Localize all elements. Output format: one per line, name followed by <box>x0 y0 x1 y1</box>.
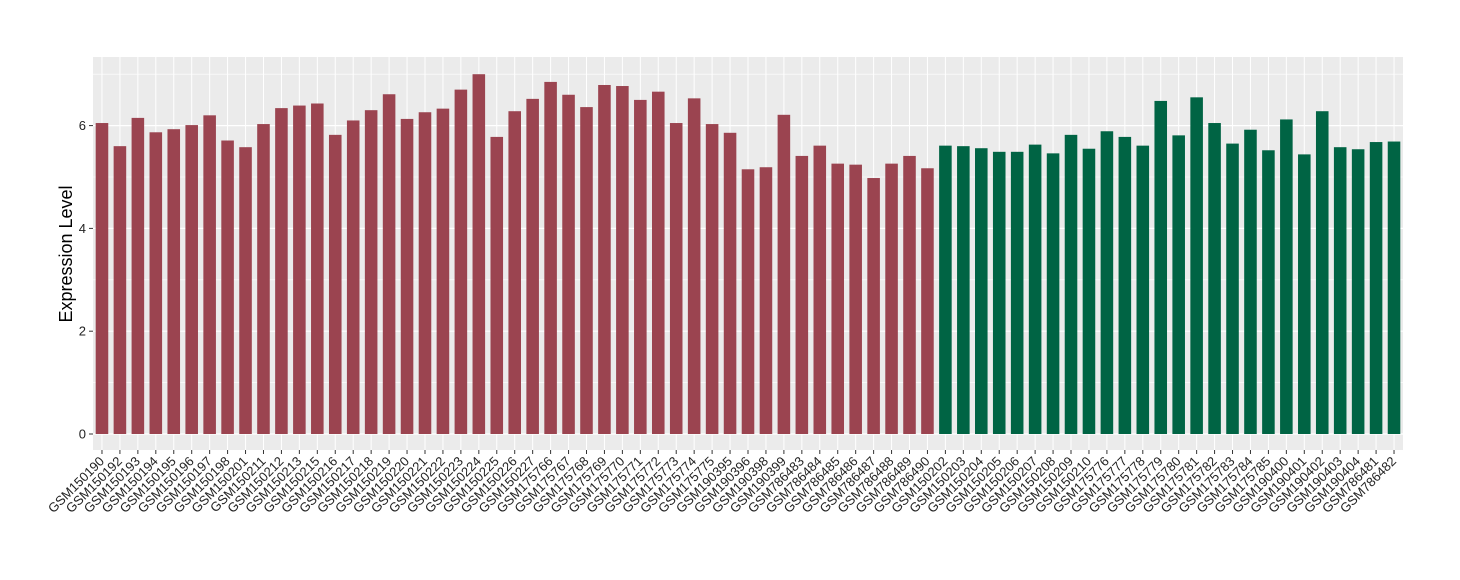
bar-GSM190399 <box>777 114 791 434</box>
bar-GSM175767 <box>562 94 575 434</box>
bar-GSM786484 <box>813 145 827 434</box>
bar-GSM175783 <box>1226 143 1239 434</box>
bar-GSM175782 <box>1208 123 1221 434</box>
bar-GSM150190 <box>95 123 109 434</box>
bar-GSM150204 <box>975 148 988 434</box>
y-tick-label: 2 <box>79 324 86 339</box>
y-axis-label: Expression Level <box>56 185 76 322</box>
bar-GSM150194 <box>149 132 163 435</box>
bar-GSM175779 <box>1154 100 1168 434</box>
bar-GSM150207 <box>1028 144 1042 435</box>
bar-GSM150192 <box>113 146 127 434</box>
bar-GSM786485 <box>831 163 845 435</box>
bar-GSM190403 <box>1333 147 1347 435</box>
bar-GSM150210 <box>1082 148 1096 435</box>
bar-GSM175772 <box>651 91 665 435</box>
bar-GSM150213 <box>293 105 306 434</box>
bar-GSM175768 <box>580 107 593 434</box>
bar-GSM150205 <box>992 151 1006 434</box>
y-axis: 0 2 4 6 <box>79 118 93 442</box>
bar-GSM150209 <box>1064 134 1078 435</box>
bar-GSM786482 <box>1387 141 1401 434</box>
bar-GSM190395 <box>723 132 737 434</box>
bar-GSM150206 <box>1010 151 1024 434</box>
bar-GSM175775 <box>705 124 719 435</box>
bar-GSM786488 <box>885 163 898 435</box>
bar-GSM150202 <box>939 145 952 434</box>
bar-GSM150220 <box>400 118 414 434</box>
bar-GSM150203 <box>957 146 970 434</box>
y-tick-label: 6 <box>79 118 86 133</box>
bar-GSM150216 <box>328 134 342 435</box>
bar-GSM786481 <box>1369 142 1383 434</box>
bar-GSM175776 <box>1100 131 1114 434</box>
bar-GSM190401 <box>1298 154 1311 434</box>
bar-GSM150211 <box>257 124 270 435</box>
bars <box>95 74 1401 435</box>
bar-GSM175766 <box>544 81 557 434</box>
bar-GSM150226 <box>508 111 521 434</box>
bar-GSM786489 <box>903 155 916 434</box>
bar-GSM175777 <box>1118 136 1132 434</box>
bar-GSM175774 <box>687 98 701 434</box>
bar-GSM175778 <box>1136 145 1150 434</box>
bar-GSM150208 <box>1046 153 1060 434</box>
bar-GSM175771 <box>634 99 647 435</box>
bar-GSM150225 <box>490 136 504 434</box>
x-axis: GSM150190GSM150192GSM150193GSM150194GSM1… <box>45 450 1399 516</box>
bar-GSM175773 <box>669 123 683 434</box>
bar-GSM150218 <box>364 110 378 435</box>
bar-GSM150193 <box>131 117 145 434</box>
y-tick-label: 4 <box>79 221 86 236</box>
bar-GSM175784 <box>1244 129 1257 434</box>
bar-GSM190396 <box>741 169 755 435</box>
bar-GSM175781 <box>1190 97 1203 434</box>
bar-GSM150224 <box>472 74 486 434</box>
bar-GSM150198 <box>221 140 234 435</box>
bar-GSM175770 <box>616 86 629 434</box>
bar-GSM786483 <box>795 155 809 434</box>
bar-GSM150223 <box>454 89 468 435</box>
bar-GSM190398 <box>759 167 773 434</box>
bar-GSM150217 <box>346 120 360 435</box>
bar-GSM190400 <box>1280 119 1293 434</box>
bar-GSM150201 <box>239 147 252 435</box>
bar-GSM786487 <box>867 178 880 434</box>
bar-GSM175769 <box>598 84 611 434</box>
bar-GSM150227 <box>526 98 539 434</box>
y-tick-label: 0 <box>79 427 86 442</box>
bar-GSM150197 <box>203 115 216 434</box>
bar-GSM175785 <box>1262 150 1275 434</box>
bar-GSM150212 <box>275 108 288 435</box>
bar-GSM175780 <box>1172 135 1185 434</box>
bar-GSM150195 <box>167 129 181 434</box>
bar-GSM190402 <box>1315 111 1329 434</box>
bar-GSM150222 <box>436 108 450 434</box>
bar-GSM190404 <box>1351 149 1365 434</box>
bar-GSM150221 <box>418 112 432 435</box>
bar-GSM150196 <box>185 125 198 434</box>
bar-GSM786486 <box>849 164 862 434</box>
bar-GSM150219 <box>382 94 396 434</box>
bar-GSM150215 <box>311 103 324 435</box>
bar-GSM786490 <box>921 168 934 434</box>
